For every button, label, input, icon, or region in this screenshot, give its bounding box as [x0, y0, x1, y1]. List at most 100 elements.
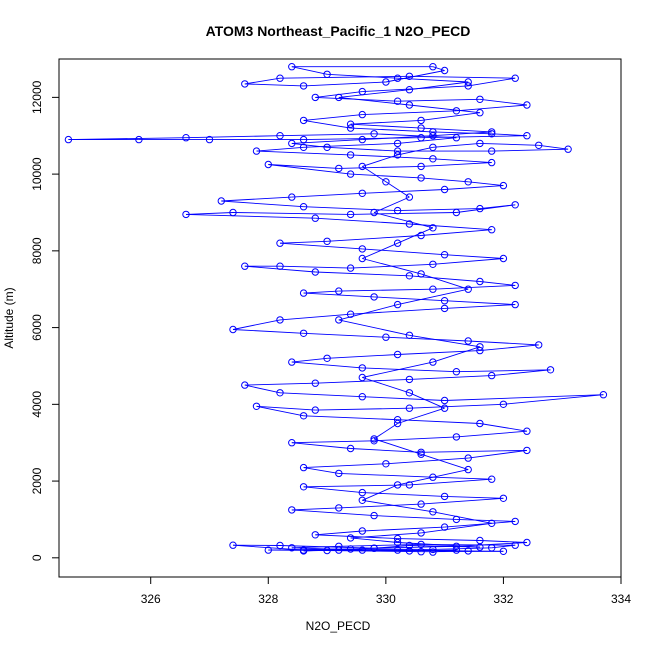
data-point — [311, 93, 319, 102]
series-line-segment — [409, 223, 492, 231]
data-point — [464, 465, 472, 474]
series-line-segment — [279, 313, 351, 321]
series-line-segment — [232, 544, 304, 551]
data-point — [405, 86, 414, 94]
data-point — [488, 371, 496, 380]
data-point — [358, 373, 366, 382]
data-point — [370, 544, 378, 552]
series-line-segment — [338, 503, 422, 509]
series-line-segment — [291, 507, 339, 511]
series-line-segment — [350, 537, 398, 543]
series-line-segment — [327, 354, 398, 359]
series-line-segment — [374, 436, 457, 442]
x-tick-label: 328 — [258, 592, 278, 606]
data-point — [358, 110, 366, 119]
data-point — [476, 204, 484, 213]
series-line-segment — [362, 361, 433, 378]
y-tick-label: 12000 — [30, 80, 44, 114]
series-line-segment — [409, 334, 480, 348]
series-line-segment — [432, 131, 492, 135]
y-axis: 0 2000 4000 6000 8000 10000 12000 — [30, 80, 60, 561]
series-line-segment — [479, 423, 527, 432]
data-point — [429, 155, 437, 163]
data-point — [288, 358, 296, 366]
data-point — [546, 366, 555, 374]
data-point — [488, 158, 496, 167]
data-point — [440, 396, 449, 405]
x-axis: 326 328 330 332 334 — [141, 576, 631, 606]
data-point — [452, 515, 461, 524]
data-point — [464, 285, 472, 293]
data-point — [476, 139, 484, 148]
series-line-segment — [491, 148, 569, 152]
data-point — [311, 379, 319, 387]
data-point — [299, 289, 308, 297]
series-line-segment — [350, 123, 422, 129]
series-line-segment — [385, 457, 469, 465]
series-line-segment — [409, 392, 445, 409]
data-point — [64, 135, 73, 144]
data-point — [370, 437, 378, 445]
data-point — [429, 132, 437, 140]
series-line-segment — [444, 394, 604, 401]
series-line-segment — [456, 430, 527, 438]
series-line-segment — [338, 319, 410, 336]
data-point — [429, 260, 437, 268]
series-line-segment — [421, 135, 527, 139]
series-line-segment — [279, 240, 328, 244]
series-line-segment — [338, 165, 422, 169]
data-point — [229, 541, 237, 549]
series-line-segment — [185, 213, 316, 219]
data-point — [241, 80, 249, 88]
data-point — [288, 139, 296, 148]
data-point — [299, 143, 308, 152]
data-point — [358, 546, 366, 554]
data-point — [276, 132, 284, 140]
series-line-segment — [444, 300, 516, 306]
series-line-segment — [444, 185, 504, 190]
data-point — [464, 178, 472, 186]
series-lines — [68, 66, 604, 553]
series-line-segment — [303, 137, 422, 141]
series-line-segment — [303, 463, 386, 469]
data-point — [393, 239, 402, 247]
series-line-segment — [432, 284, 516, 290]
data-point — [476, 343, 484, 351]
series-line-segment — [362, 492, 445, 497]
data-point — [511, 201, 519, 209]
series-line-segment — [303, 290, 339, 294]
series-line-segment — [279, 75, 410, 79]
series-line-segment — [268, 164, 339, 169]
series-line-segment — [291, 545, 339, 549]
series-line-segment — [244, 77, 281, 85]
y-tick-label: 8000 — [30, 237, 44, 264]
data-point — [299, 546, 308, 554]
series-line-segment — [232, 212, 351, 215]
series-line-segment — [279, 242, 363, 250]
series-line-segment — [479, 540, 527, 543]
data-point — [382, 460, 390, 468]
data-point — [499, 254, 508, 263]
y-tick-label: 4000 — [30, 391, 44, 418]
data-point — [440, 185, 449, 194]
data-point — [476, 95, 484, 104]
series-line-segment — [468, 449, 527, 459]
series-line-segment — [303, 415, 398, 421]
data-point — [417, 529, 425, 537]
data-point — [488, 226, 496, 234]
data-point — [370, 511, 378, 520]
data-point — [393, 206, 402, 215]
series-line-segment — [503, 394, 604, 405]
series-line-segment — [350, 307, 445, 315]
data-point — [464, 82, 472, 90]
data-point — [452, 107, 461, 115]
data-point — [417, 124, 425, 132]
data-point — [405, 404, 414, 412]
series-line-segment — [479, 344, 539, 352]
y-tick-label: 2000 — [30, 467, 44, 494]
data-point — [276, 316, 284, 324]
series-line-segment — [221, 200, 304, 208]
series-line-segment — [468, 340, 539, 346]
series-points — [64, 62, 608, 556]
